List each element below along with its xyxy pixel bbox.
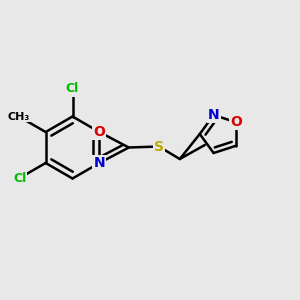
Text: N: N [94, 156, 105, 170]
Text: Cl: Cl [66, 82, 79, 95]
Text: O: O [93, 125, 105, 139]
Text: S: S [154, 140, 164, 154]
Text: O: O [230, 115, 242, 129]
Text: CH₃: CH₃ [8, 112, 30, 122]
Text: Cl: Cl [13, 172, 26, 184]
Text: N: N [208, 108, 219, 122]
